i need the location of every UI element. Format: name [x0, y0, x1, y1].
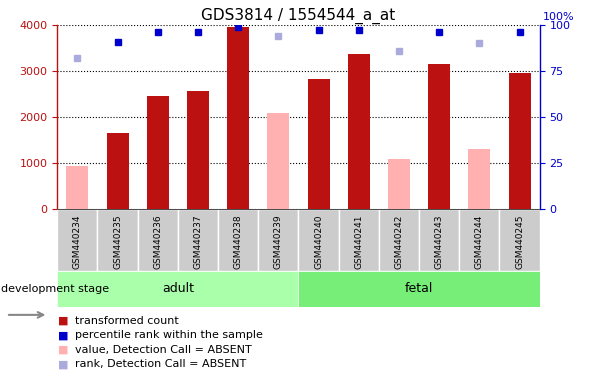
Title: GDS3814 / 1554544_a_at: GDS3814 / 1554544_a_at: [201, 7, 396, 23]
Bar: [137, 209, 178, 271]
Bar: [258, 209, 298, 271]
Text: adult: adult: [162, 283, 194, 295]
Bar: [218, 209, 258, 271]
Text: 100%: 100%: [543, 12, 574, 22]
Bar: [339, 209, 379, 271]
Text: GSM440239: GSM440239: [274, 214, 283, 269]
Text: GSM440237: GSM440237: [194, 214, 203, 269]
Text: GSM440242: GSM440242: [394, 214, 403, 268]
Bar: [298, 271, 540, 307]
Bar: [308, 79, 330, 209]
Bar: [66, 166, 89, 209]
Bar: [459, 209, 499, 271]
Bar: [419, 209, 459, 271]
Text: fetal: fetal: [405, 283, 434, 295]
Text: rank, Detection Call = ABSENT: rank, Detection Call = ABSENT: [75, 359, 247, 369]
Bar: [298, 209, 339, 271]
Text: GSM440241: GSM440241: [355, 214, 363, 269]
Text: ■: ■: [58, 330, 69, 340]
Bar: [428, 64, 450, 209]
Text: GSM440236: GSM440236: [153, 214, 162, 269]
Text: ■: ■: [58, 316, 69, 326]
Bar: [57, 209, 98, 271]
Bar: [508, 73, 531, 209]
Bar: [348, 55, 370, 209]
Text: ■: ■: [58, 359, 69, 369]
Text: GSM440240: GSM440240: [314, 214, 323, 269]
Bar: [187, 91, 209, 209]
Text: ■: ■: [58, 345, 69, 355]
Bar: [469, 149, 490, 209]
Text: percentile rank within the sample: percentile rank within the sample: [75, 330, 264, 340]
Bar: [267, 113, 289, 209]
Text: GSM440235: GSM440235: [113, 214, 122, 269]
Bar: [107, 133, 128, 209]
Bar: [379, 209, 419, 271]
Bar: [57, 271, 298, 307]
Text: GSM440238: GSM440238: [234, 214, 242, 269]
Text: value, Detection Call = ABSENT: value, Detection Call = ABSENT: [75, 345, 252, 355]
Text: development stage: development stage: [1, 284, 109, 294]
Text: GSM440245: GSM440245: [515, 214, 524, 269]
Bar: [178, 209, 218, 271]
Bar: [147, 96, 169, 209]
Text: GSM440234: GSM440234: [73, 214, 82, 269]
Text: GSM440243: GSM440243: [435, 214, 444, 269]
Bar: [227, 27, 249, 209]
Text: transformed count: transformed count: [75, 316, 179, 326]
Text: GSM440244: GSM440244: [475, 214, 484, 268]
Bar: [499, 209, 540, 271]
Bar: [98, 209, 137, 271]
Bar: [388, 159, 410, 209]
